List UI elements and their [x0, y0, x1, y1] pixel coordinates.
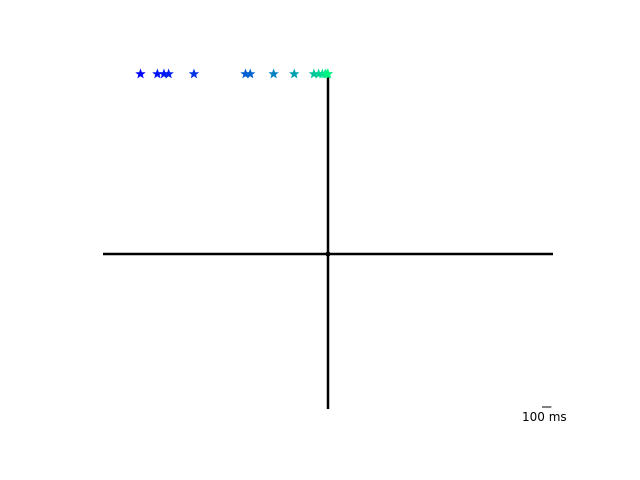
- star-point: [289, 68, 300, 79]
- star-point: [135, 68, 146, 79]
- star-point: [244, 68, 256, 79]
- star-point: [163, 68, 174, 79]
- crosshair-axes: [103, 74, 553, 409]
- star-point: [188, 68, 200, 79]
- scatter-points: [135, 68, 334, 79]
- star-point: [268, 68, 279, 79]
- star-point: [322, 68, 334, 79]
- origin-marker: [325, 251, 331, 257]
- scale-bar-label: 100 ms: [522, 410, 567, 424]
- scale-bar: 100 ms: [522, 406, 567, 424]
